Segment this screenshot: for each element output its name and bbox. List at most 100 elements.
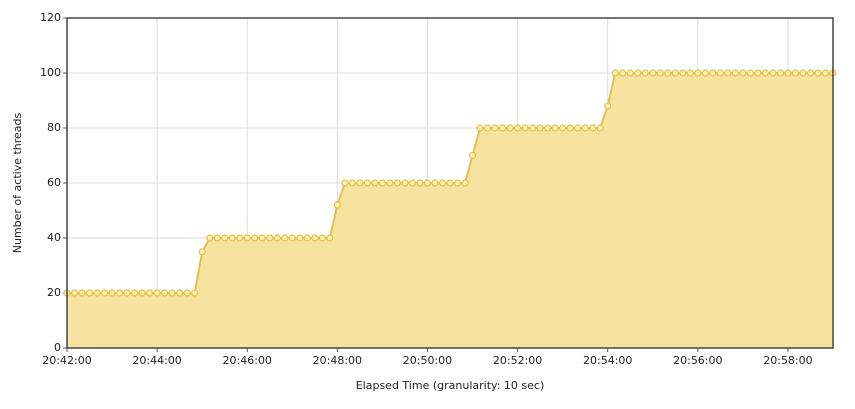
point: [709, 69, 717, 77]
point: [221, 234, 229, 242]
point: [799, 69, 807, 77]
point: [281, 234, 289, 242]
point: [604, 102, 612, 110]
point: [438, 179, 447, 187]
point: [153, 289, 161, 297]
point: [701, 69, 709, 77]
point: [686, 69, 694, 77]
point: [536, 124, 544, 132]
point: [544, 124, 552, 132]
point: [273, 234, 281, 242]
point: [559, 124, 567, 132]
point: [581, 124, 589, 132]
y-tick-label: 100: [40, 66, 61, 79]
point: [626, 69, 634, 77]
x-tick-label: 20:46:00: [223, 354, 272, 367]
point: [761, 69, 770, 77]
point: [649, 69, 657, 77]
y-tick-label: 120: [40, 11, 61, 24]
point: [168, 289, 176, 297]
point: [70, 289, 79, 297]
point: [93, 289, 101, 297]
y-tick-label: 40: [47, 231, 61, 244]
point: [115, 289, 124, 297]
point: [446, 179, 454, 187]
point: [431, 179, 439, 187]
point: [513, 124, 522, 132]
point: [814, 69, 822, 77]
point: [566, 124, 574, 132]
point: [671, 69, 679, 77]
point: [611, 69, 619, 77]
x-tick-label: 20:48:00: [313, 354, 362, 367]
x-tick-label: 20:58:00: [763, 354, 812, 367]
point: [243, 234, 251, 242]
point: [679, 69, 687, 77]
y-tick-label: 20: [47, 286, 61, 299]
point: [461, 179, 469, 187]
point: [619, 69, 627, 77]
point: [85, 289, 94, 297]
point: [529, 124, 537, 132]
point: [198, 248, 206, 256]
point: [183, 289, 191, 297]
x-tick-label: 20:52:00: [493, 354, 542, 367]
y-tick-label: 80: [47, 121, 61, 134]
y-tick-label: 0: [54, 341, 61, 354]
point: [483, 124, 492, 132]
point: [716, 69, 724, 77]
point: [423, 179, 432, 187]
x-tick-label: 20:42:00: [42, 354, 91, 367]
plot-frame: [66, 17, 834, 349]
y-axis-title: Number of active threads: [11, 112, 24, 253]
point: [326, 234, 334, 242]
point: [108, 289, 116, 297]
point: [551, 124, 559, 132]
point: [100, 289, 109, 297]
point: [416, 179, 424, 187]
point: [393, 179, 402, 187]
point: [739, 69, 747, 77]
point: [296, 234, 304, 242]
point: [498, 124, 507, 132]
point: [288, 234, 296, 242]
point: [228, 234, 236, 242]
x-tick-label: 20:56:00: [673, 354, 722, 367]
point: [408, 179, 417, 187]
point: [371, 179, 379, 187]
point: [356, 179, 364, 187]
point: [784, 69, 792, 77]
point: [724, 69, 732, 77]
point: [378, 179, 387, 187]
point: [266, 234, 274, 242]
point: [634, 69, 642, 77]
point: [746, 69, 754, 77]
point: [694, 69, 702, 77]
point: [176, 289, 184, 297]
point: [754, 69, 762, 77]
point: [506, 124, 514, 132]
point: [146, 289, 154, 297]
point: [236, 234, 244, 242]
point: [258, 234, 266, 242]
point: [333, 201, 341, 209]
point: [363, 179, 371, 187]
point: [123, 289, 131, 297]
point: [656, 69, 664, 77]
point: [348, 179, 356, 187]
point: [806, 69, 815, 77]
point: [130, 289, 139, 297]
point: [596, 124, 604, 132]
point: [453, 179, 462, 187]
point: [401, 179, 409, 187]
y-tick-label: 60: [47, 176, 61, 189]
area: [67, 73, 833, 348]
point: [311, 234, 319, 242]
point: [303, 234, 311, 242]
point: [213, 234, 221, 242]
point: [341, 179, 349, 187]
point: [521, 124, 529, 132]
point: [821, 69, 830, 77]
point: [138, 289, 146, 297]
